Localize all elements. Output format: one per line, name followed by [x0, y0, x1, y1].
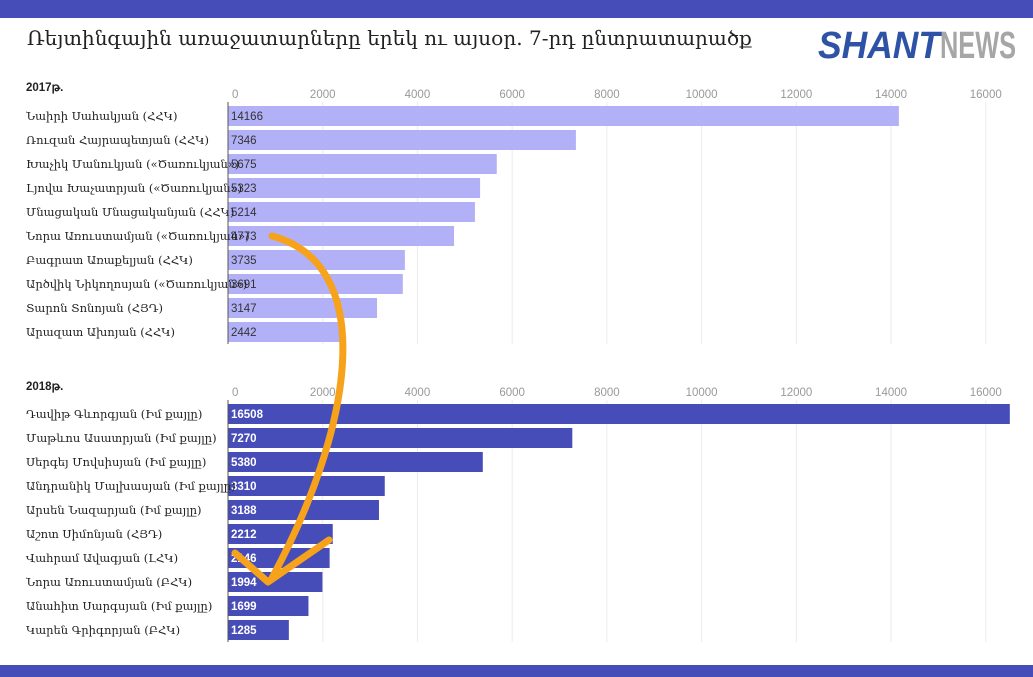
bar	[228, 154, 497, 174]
x-tick-label: 4000	[405, 89, 431, 101]
x-tick-label: 6000	[499, 89, 525, 101]
x-tick-label: 2000	[310, 89, 336, 101]
bar	[228, 404, 1010, 424]
bar-value-label: 1994	[231, 577, 257, 589]
category-label: Խաչիկ Մանուկյան («Ծառուկյան»)	[26, 157, 239, 171]
category-label: Արծվիկ Նիկողոսյան («Ծառուկյան»)	[26, 277, 247, 291]
x-tick-label: 2000	[310, 387, 336, 399]
bar-value-label: 5214	[231, 207, 257, 219]
category-label: Կարեն Գրիգորյան (ԲՀԿ)	[26, 623, 180, 637]
bar-value-label: 5675	[231, 159, 257, 171]
category-label: Նաիրի Սահակյան (ՀՀԿ)	[25, 109, 177, 123]
x-tick-label: 10000	[686, 387, 718, 399]
category-label: Լյովա Խաչատրյան («Ծառուկյան»)	[26, 181, 242, 195]
page-title: Ռեյտինգային առաջատարները երեկ ու այսօր. …	[27, 26, 752, 50]
panel-year-label: 2018թ.	[26, 381, 63, 393]
category-label: Տարոն Տոնոյան (ՀՅԴ)	[26, 301, 163, 315]
x-tick-label: 4000	[405, 387, 431, 399]
arrow-head	[231, 536, 333, 586]
x-tick-label: 6000	[499, 387, 525, 399]
x-tick-label: 0	[232, 387, 238, 399]
bar-value-label: 7346	[231, 135, 257, 147]
x-tick-label: 12000	[780, 89, 812, 101]
bar	[228, 572, 323, 592]
x-tick-label: 8000	[594, 387, 620, 399]
bar	[228, 620, 289, 640]
x-tick-label: 8000	[594, 89, 620, 101]
logo-shant-text: SHANT	[818, 25, 943, 66]
x-tick-label: 16000	[970, 89, 1002, 101]
x-tick-label: 0	[232, 89, 238, 101]
bar	[228, 274, 403, 294]
bar	[228, 178, 481, 198]
x-tick-label: 10000	[686, 89, 718, 101]
bar-value-label: 5380	[231, 457, 257, 469]
category-label: Աշոտ Սիմոնյան (ՀՅԴ)	[26, 527, 162, 541]
bottom-band	[0, 665, 1033, 677]
bar-value-label: 3691	[231, 279, 257, 291]
category-label: Մնացական Մնացականյան (ՀՀԿ)	[26, 205, 234, 219]
bar-value-label: 1699	[231, 601, 257, 613]
x-tick-label: 12000	[780, 387, 812, 399]
category-label: Դավիթ Գևորգյան (Իմ քայլը)	[26, 407, 202, 421]
category-label: Արազատ Ախոյան (ՀՀԿ)	[26, 325, 175, 339]
bar-value-label: 3735	[231, 255, 257, 267]
bar-value-label: 7270	[231, 433, 257, 445]
shantnews-logo: SHANT NEWS	[818, 25, 1016, 66]
category-label: Ռուզան Հայրապետյան (ՀՀԿ)	[26, 133, 209, 147]
bar	[228, 106, 899, 126]
arrow-annotation	[231, 232, 347, 586]
bar	[228, 322, 344, 342]
bar-value-label: 2212	[231, 529, 257, 541]
bar	[228, 202, 475, 222]
bar-value-label: 3310	[231, 481, 257, 493]
arrow-shaft	[268, 232, 347, 582]
bar-value-label: 1285	[231, 625, 257, 637]
category-label: Սերգեյ Մովսիսյան (Իմ քայլը)	[26, 455, 206, 469]
panel-year-label: 2017թ.	[26, 82, 63, 94]
category-label: Արսեն Նազարյան (Իմ քայլը)	[26, 503, 202, 517]
bar-value-label: 5323	[231, 183, 257, 195]
logo-news-text: NEWS	[940, 25, 1016, 66]
category-label: Մաթևոս Ասատրյան (Իմ քայլը)	[26, 431, 217, 445]
bar-value-label: 2442	[231, 327, 257, 339]
bar	[228, 452, 483, 472]
x-tick-label: 14000	[875, 89, 907, 101]
category-label: Նորա Առուստամյան («Ծառուկյան»)	[25, 229, 250, 243]
x-tick-label: 14000	[875, 387, 907, 399]
x-tick-label: 16000	[970, 387, 1002, 399]
bar-value-label: 14166	[231, 111, 263, 123]
bar	[228, 226, 455, 246]
bar	[228, 476, 385, 496]
bar-value-label: 3188	[231, 505, 257, 517]
bar-value-label: 3147	[231, 303, 257, 315]
top-band	[0, 0, 1033, 18]
bar	[228, 524, 333, 544]
category-label: Նորա Առուստամյան (ԲՀԿ)	[25, 575, 192, 589]
category-label: Վահրամ Ավագյան (ԼՀԿ)	[26, 551, 178, 565]
bar-value-label: 16508	[231, 409, 264, 421]
bar	[228, 596, 309, 616]
bar-value-label: 4773	[231, 231, 257, 243]
bar	[228, 428, 573, 448]
category-label: Անդրանիկ Մալխասյան (Իմ քայլը)	[26, 479, 236, 493]
category-label: Բագրատ Առաքելյան (ՀՀԿ)	[26, 253, 193, 267]
category-label: Անահիտ Սարգսյան (Իմ քայլը)	[26, 599, 212, 613]
bar	[228, 130, 576, 150]
